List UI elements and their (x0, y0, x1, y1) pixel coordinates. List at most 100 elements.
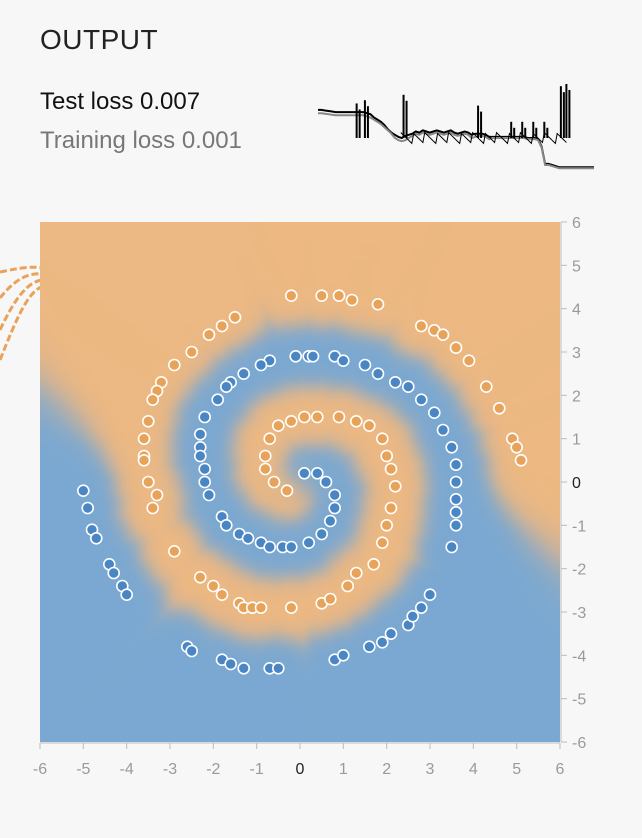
data-point-negative (198, 410, 211, 424)
data-point-negative (237, 661, 250, 675)
y-tick-label: -4 (572, 648, 586, 665)
data-point-positive (142, 475, 155, 489)
test-loss-text: Test loss 0.007 (40, 88, 201, 115)
data-point-positive (150, 488, 164, 502)
data-point-negative (297, 466, 311, 480)
network-link-line (0, 284, 44, 361)
data-point-positive (215, 319, 229, 333)
x-tick-label: -1 (250, 761, 264, 778)
data-point-negative (371, 367, 385, 381)
data-point-negative (384, 627, 398, 641)
data-point-positive (271, 419, 285, 433)
data-point-negative (449, 505, 463, 519)
data-point-positive (185, 345, 198, 359)
data-point-positive (384, 462, 398, 476)
data-point-negative (81, 501, 94, 515)
data-point-negative (224, 657, 237, 671)
y-tick-label: 0 (572, 475, 581, 492)
data-point-positive (323, 592, 337, 606)
data-point-negative (254, 358, 268, 372)
data-point-negative (375, 635, 389, 649)
data-point-negative (198, 462, 211, 476)
data-point-positive (380, 449, 394, 463)
data-point-positive (228, 310, 242, 324)
data-point-negative (220, 518, 233, 532)
x-tick-label: 5 (512, 761, 521, 778)
y-tick-label: 2 (572, 388, 581, 405)
data-point-negative (336, 648, 350, 662)
data-point-positive (263, 432, 277, 446)
decision-boundary-heatmap (40, 222, 560, 742)
data-point-positive (367, 557, 381, 571)
data-point-negative (323, 514, 337, 528)
data-point-positive (258, 462, 272, 476)
data-point-positive (375, 432, 389, 446)
data-point-negative (449, 458, 463, 472)
data-point-positive (258, 449, 272, 463)
x-tick-label: -6 (33, 761, 47, 778)
training-loss-text: Training loss 0.001 (40, 127, 242, 154)
data-point-negative (302, 536, 316, 550)
data-point-negative (306, 349, 320, 363)
data-point-negative (401, 380, 415, 394)
data-point-negative (328, 488, 342, 502)
data-point-negative (237, 367, 250, 381)
y-tick-label: -5 (572, 692, 586, 709)
data-point-negative (315, 527, 329, 541)
data-point-negative (445, 440, 459, 454)
data-point-positive (371, 297, 385, 311)
x-tick-label: 3 (426, 761, 435, 778)
y-tick-label: 5 (572, 258, 581, 275)
x-tick-label: 6 (556, 761, 565, 778)
data-point-positive (492, 401, 506, 415)
data-point-positive (514, 453, 528, 467)
data-point-negative (449, 475, 463, 489)
data-point-positive (332, 289, 346, 303)
x-tick-label: -2 (206, 761, 220, 778)
data-point-negative (406, 609, 420, 623)
x-tick-label: -5 (76, 761, 90, 778)
data-point-positive (168, 358, 181, 372)
data-point-positive (284, 414, 298, 428)
data-point-negative (202, 488, 216, 502)
decision-boundary-plot (40, 222, 560, 742)
data-point-negative (289, 349, 303, 363)
data-point-positive (267, 475, 281, 489)
data-point-positive (380, 518, 394, 532)
data-point-negative (423, 588, 437, 602)
x-tick-label: 1 (339, 761, 348, 778)
data-point-positive (297, 410, 311, 424)
data-point-positive (207, 579, 220, 593)
data-point-positive (137, 432, 151, 446)
y-tick-label: -1 (572, 518, 586, 535)
data-point-negative (449, 492, 463, 506)
data-point-negative (388, 375, 402, 389)
data-point-positive (349, 414, 363, 428)
data-point-positive (349, 566, 363, 580)
data-point-positive (194, 570, 207, 584)
loss-chart (318, 84, 594, 170)
data-point-positive (280, 484, 294, 498)
data-point-negative (310, 466, 324, 480)
data-point-positive (449, 341, 463, 355)
data-point-positive (332, 410, 346, 424)
test-loss-noise (400, 131, 567, 145)
data-point-positive (284, 601, 298, 615)
data-point-positive (341, 579, 355, 593)
data-point-positive (375, 536, 389, 550)
data-point-negative (319, 475, 333, 489)
data-point-negative (358, 358, 372, 372)
data-point-negative (284, 540, 298, 554)
x-tick-label: 2 (382, 761, 391, 778)
y-tick-label: -2 (572, 562, 586, 579)
data-point-negative (107, 566, 120, 580)
data-point-negative (220, 380, 233, 394)
data-point-positive (215, 588, 229, 602)
data-point-negative (120, 588, 133, 602)
data-point-negative (445, 540, 459, 554)
data-point-negative (185, 644, 198, 658)
data-point-negative (436, 423, 450, 437)
data-point-positive (310, 410, 324, 424)
network-link-line (0, 278, 44, 331)
data-point-positive (388, 479, 402, 493)
